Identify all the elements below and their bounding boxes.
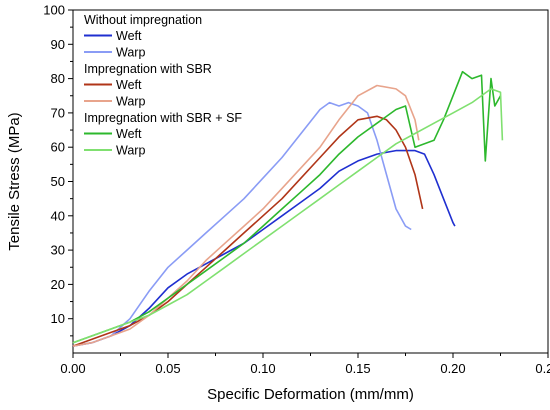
legend-entry-label: Weft [116,29,142,43]
y-tick-label: 10 [51,311,65,326]
y-tick-label: 50 [51,174,65,189]
legend-group-title: Impregnation with SBR [84,62,212,76]
series-layer [72,70,504,347]
x-axis-label: Specific Deformation (mm/mm) [207,386,414,403]
legend-entry-label: Warp [116,144,145,158]
y-tick-label: 40 [51,208,65,223]
series-line-warp [72,84,420,347]
series-line-weft [72,149,456,347]
legend: Without impregnation Weft Warp Impregnation… [84,13,242,158]
y-tick-label: 100 [43,3,65,18]
legend-entry-label: Warp [116,95,145,109]
x-tick-label: 0.15 [345,361,370,376]
y-tick-label: 90 [51,37,65,52]
y-tick-label: 60 [51,140,65,155]
series-line-weft [72,70,502,344]
legend-entry-label: Warp [116,46,145,60]
series-line-warp [72,101,412,347]
axis-layer: 0.00 0.05 0.10 0.15 0.20 0.25 10 20 30 40 50 60 70 80… [43,3,550,377]
x-tick-label: 0.10 [250,361,275,376]
series-line-weft [72,115,424,347]
legend-entry-label: Weft [116,78,142,92]
series-line-warp [72,88,504,344]
y-axis-label: Tensile Stress (MPa) [6,112,23,250]
legend-group-title: Impregnation with SBR + SF [84,111,242,125]
y-tick-label: 80 [51,71,65,86]
y-tick-label: 70 [51,105,65,120]
legend-group-title: Without impregnation [84,13,202,27]
x-tick-label: 0.25 [535,361,550,376]
x-tick-label: 0.20 [440,361,465,376]
legend-entry-label: Weft [116,127,142,141]
x-tick-label: 0.05 [155,361,180,376]
x-tick-label: 0.00 [60,361,85,376]
y-tick-label: 20 [51,277,65,292]
y-tick-label: 30 [51,243,65,258]
